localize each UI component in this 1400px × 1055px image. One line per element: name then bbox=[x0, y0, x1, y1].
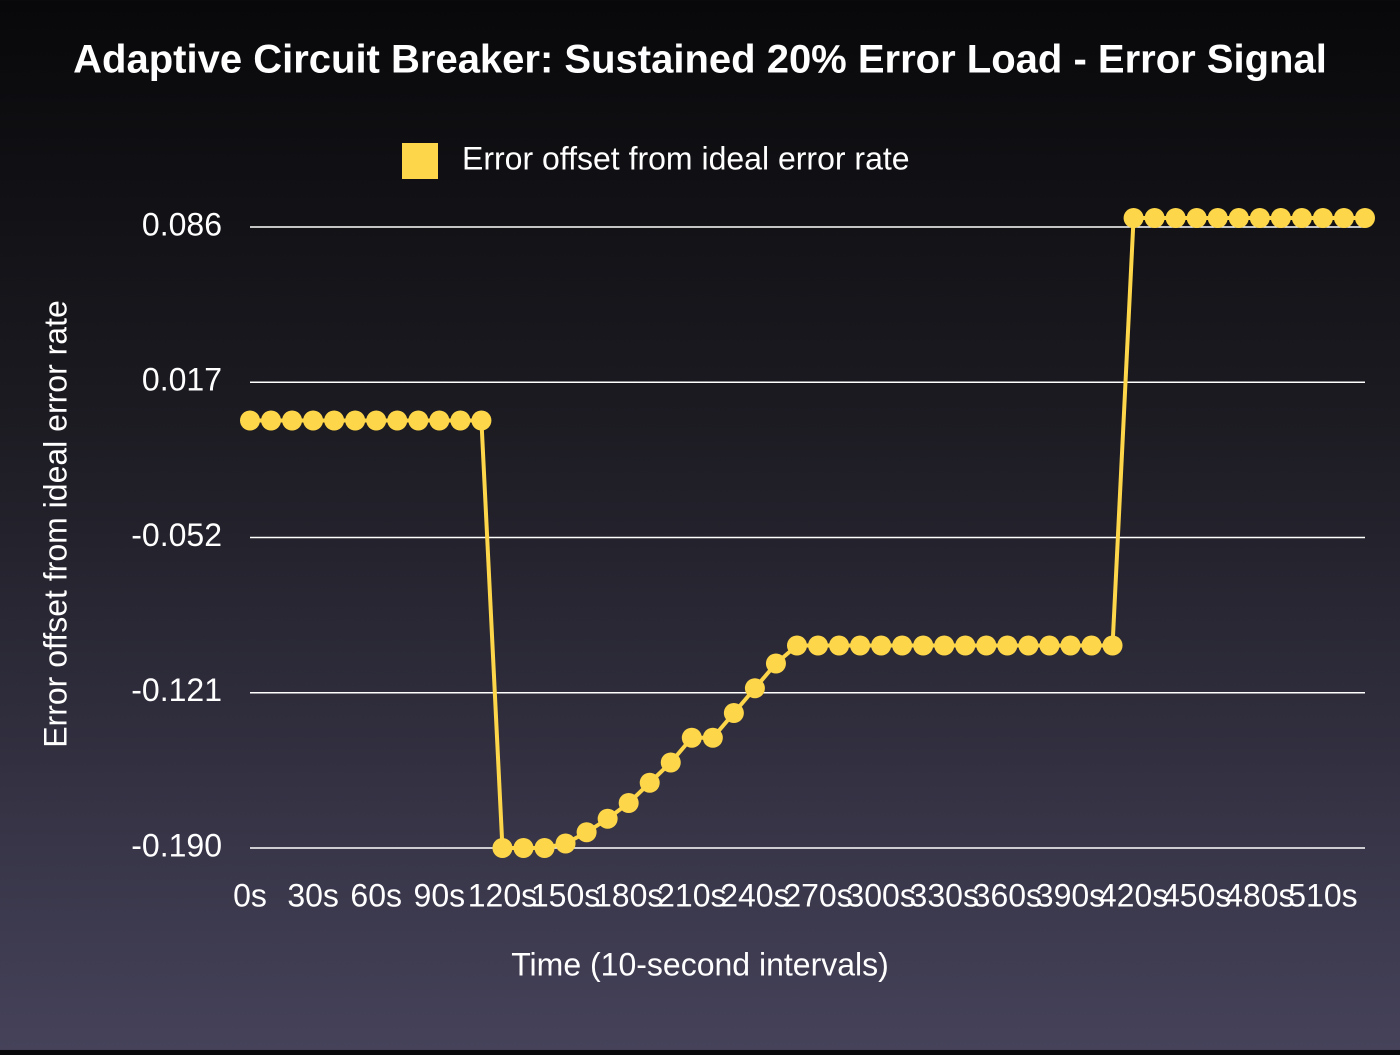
y-tick-label: 0.017 bbox=[142, 362, 222, 398]
data-point bbox=[345, 410, 366, 431]
data-point bbox=[1165, 208, 1186, 228]
data-point bbox=[702, 727, 723, 748]
x-tick-label: 30s bbox=[287, 877, 339, 913]
data-point bbox=[955, 635, 976, 656]
x-tick-label: 90s bbox=[414, 877, 466, 913]
data-point bbox=[913, 635, 934, 656]
data-point bbox=[765, 653, 786, 674]
data-point bbox=[1312, 208, 1333, 228]
data-point bbox=[1102, 635, 1123, 656]
x-tick-label: 360s bbox=[973, 877, 1042, 913]
x-tick-label: 480s bbox=[1225, 877, 1294, 913]
y-axis-label: Error offset from ideal error rate bbox=[37, 300, 73, 748]
x-tick-label: 120s bbox=[468, 877, 537, 913]
data-point bbox=[387, 410, 408, 431]
data-point bbox=[618, 793, 639, 813]
y-tick-label: 0.086 bbox=[142, 206, 222, 242]
data-point bbox=[1291, 208, 1312, 228]
x-tick-label: 300s bbox=[846, 877, 915, 913]
x-tick-label: 180s bbox=[594, 877, 663, 913]
legend-label: Error offset from ideal error rate bbox=[462, 140, 910, 176]
data-point bbox=[1039, 635, 1060, 656]
data-point bbox=[303, 410, 324, 431]
data-point bbox=[829, 635, 850, 656]
data-point bbox=[1060, 635, 1081, 656]
data-point bbox=[892, 635, 913, 656]
data-point bbox=[1186, 208, 1207, 228]
data-point bbox=[576, 822, 597, 843]
data-point bbox=[1018, 635, 1039, 656]
data-point bbox=[1081, 635, 1102, 656]
data-point bbox=[1355, 208, 1375, 228]
data-point bbox=[408, 410, 429, 431]
data-point bbox=[240, 410, 260, 431]
legend-swatch bbox=[402, 143, 438, 179]
y-tick-label: -0.121 bbox=[131, 672, 222, 708]
x-tick-label: 0s bbox=[233, 877, 267, 913]
data-point bbox=[871, 635, 892, 656]
data-point bbox=[1270, 208, 1291, 228]
data-point bbox=[808, 635, 829, 656]
data-point bbox=[723, 703, 744, 723]
data-point bbox=[976, 635, 997, 656]
data-point bbox=[429, 410, 450, 431]
data-point bbox=[282, 410, 303, 431]
x-tick-label: 240s bbox=[720, 877, 789, 913]
x-tick-label: 450s bbox=[1162, 877, 1231, 913]
data-point bbox=[513, 838, 534, 858]
data-point bbox=[744, 678, 765, 699]
data-point bbox=[786, 635, 807, 656]
x-tick-label: 330s bbox=[910, 877, 979, 913]
x-tick-label: 150s bbox=[531, 877, 600, 913]
x-tick-label: 210s bbox=[657, 877, 726, 913]
data-point bbox=[1207, 208, 1228, 228]
x-tick-label: 510s bbox=[1288, 877, 1357, 913]
x-axis-label: Time (10-second intervals) bbox=[511, 946, 889, 982]
x-tick-label: 270s bbox=[783, 877, 852, 913]
data-point bbox=[1249, 208, 1270, 228]
x-tick-label: 420s bbox=[1099, 877, 1168, 913]
data-point bbox=[639, 772, 660, 793]
data-point bbox=[261, 410, 282, 431]
data-point bbox=[450, 410, 471, 431]
data-point bbox=[534, 838, 555, 858]
data-point bbox=[1333, 208, 1354, 228]
data-point bbox=[555, 833, 576, 854]
data-point bbox=[366, 410, 387, 431]
data-point bbox=[660, 752, 681, 773]
data-point bbox=[1123, 208, 1144, 228]
data-point bbox=[492, 838, 513, 858]
data-point bbox=[1144, 208, 1165, 228]
data-point bbox=[597, 808, 618, 829]
data-point bbox=[850, 635, 871, 656]
series-line bbox=[250, 216, 1365, 850]
data-point bbox=[1228, 208, 1249, 228]
x-tick-label: 60s bbox=[350, 877, 402, 913]
data-point bbox=[934, 635, 955, 656]
x-tick-label: 390s bbox=[1036, 877, 1105, 913]
data-point bbox=[324, 410, 345, 431]
chart-title: Adaptive Circuit Breaker: Sustained 20% … bbox=[73, 38, 1327, 82]
y-tick-label: -0.052 bbox=[131, 517, 222, 553]
data-point bbox=[997, 635, 1018, 656]
data-point bbox=[681, 727, 702, 748]
y-tick-label: -0.190 bbox=[131, 827, 222, 863]
data-point bbox=[471, 410, 492, 431]
